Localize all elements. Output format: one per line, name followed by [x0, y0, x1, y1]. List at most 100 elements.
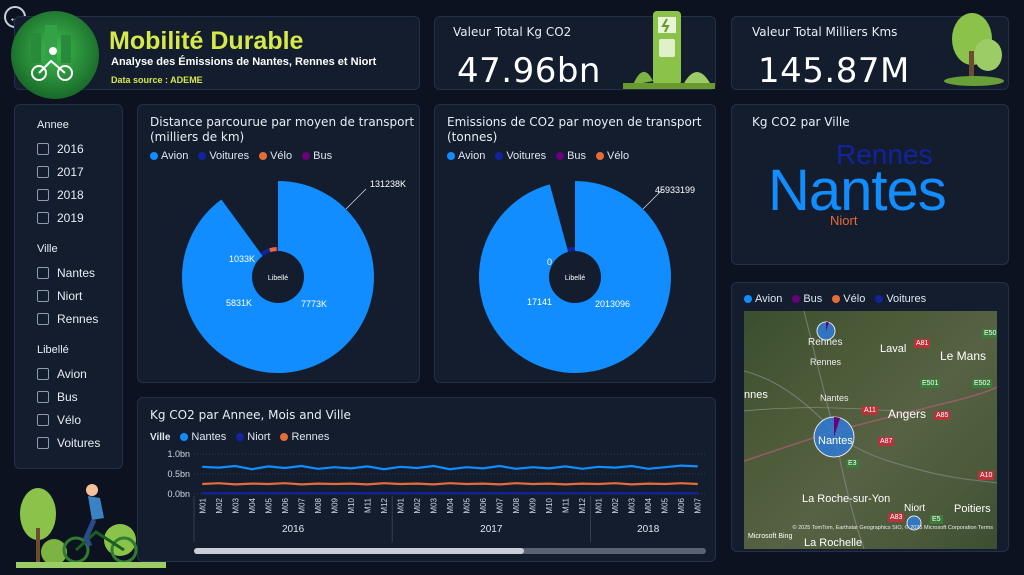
libelle-option-label: Voitures	[57, 435, 101, 450]
libelle-option-vélo[interactable]: Vélo	[37, 408, 122, 431]
legend-label: Avion	[458, 150, 486, 162]
slice-avion[interactable]	[479, 181, 671, 373]
data-label-voitures: 7773K	[301, 299, 327, 309]
ville-option-label: Nantes	[57, 265, 96, 280]
x-tick-label: M05	[463, 497, 472, 513]
annee-option-2017[interactable]: 2017	[37, 160, 122, 183]
header-panel: Mobilité Durable Analyse des Émissions d…	[11, 11, 420, 99]
road-label-e50: E50	[982, 329, 997, 338]
legend-item-voitures[interactable]: Voitures	[495, 150, 546, 162]
checkbox[interactable]	[37, 211, 49, 224]
ville-option-nantes[interactable]: Nantes	[37, 261, 122, 284]
horizontal-scrollbar[interactable]	[194, 548, 706, 554]
checkbox[interactable]	[37, 367, 49, 380]
slice-avion[interactable]	[182, 181, 374, 373]
checkbox[interactable]	[37, 266, 49, 279]
kpi-co2-card: Valeur Total Kg CO2 47.96bn	[434, 11, 716, 91]
legend-label: Avion	[161, 150, 189, 162]
legend-item-vélo[interactable]: Vélo	[596, 150, 629, 162]
x-tick-label: M08	[314, 497, 323, 513]
map-view[interactable]: Rennes Rennes Laval Le Mans Nantes Nante…	[744, 311, 997, 549]
slice-voitures[interactable]	[567, 247, 575, 252]
map-place-le-mans: Le Mans	[940, 349, 987, 363]
year-label: 2016	[282, 524, 305, 535]
map-attribution: © 2025 TomTom, Earthstar Geographics SIO…	[792, 525, 994, 531]
legend-item-avion[interactable]: Avion	[447, 150, 485, 162]
legend-item-nantes[interactable]: Nantes	[180, 431, 226, 443]
leader-line	[642, 188, 664, 210]
road-label-a11: A11	[862, 406, 878, 415]
annee-slicer-title: Annee	[37, 119, 69, 131]
legend-title: Ville	[150, 431, 171, 443]
annee-option-label: 2016	[57, 141, 84, 156]
data-label-velo: 5831K	[226, 298, 252, 308]
y-tick-label: 0.5bn	[167, 469, 190, 479]
series-line-nantes[interactable]	[202, 464, 698, 471]
annee-option-2019[interactable]: 2019	[37, 206, 122, 229]
x-tick-label: M04	[248, 497, 257, 513]
x-tick-label: M02	[413, 497, 422, 513]
ville-option-rennes[interactable]: Rennes	[37, 307, 122, 330]
scrollbar-thumb[interactable]	[194, 548, 524, 554]
slice-voitures[interactable]	[260, 248, 271, 256]
legend-item-bus[interactable]: Bus	[792, 293, 822, 305]
legend-item-rennes[interactable]: Rennes	[280, 431, 329, 443]
legend-item-bus[interactable]: Bus	[302, 150, 332, 162]
libelle-option-avion[interactable]: Avion	[37, 362, 122, 385]
x-tick-label: M07	[297, 497, 306, 513]
annee-option-2016[interactable]: 2016	[37, 137, 122, 160]
map-card: Avion Bus Vélo Voitures Rennes Rennes Laval…	[731, 282, 1009, 552]
legend-dot-icon	[259, 152, 268, 160]
x-tick-label: M05	[264, 497, 273, 513]
legend-label: Bus	[313, 150, 333, 162]
legend-label: Vélo	[843, 293, 866, 305]
leader-line	[345, 188, 367, 210]
legend-dot-icon	[596, 152, 605, 160]
legend-item-voitures[interactable]: Voitures	[875, 293, 926, 305]
libelle-option-voitures[interactable]: Voitures	[37, 431, 122, 454]
x-tick-label: M09	[330, 497, 339, 513]
libelle-option-label: Vélo	[57, 412, 82, 427]
bing-logo: Microsoft Bing	[748, 533, 793, 540]
libelle-option-bus[interactable]: Bus	[37, 385, 122, 408]
data-label-avion: 131238K	[370, 179, 406, 189]
checkbox[interactable]	[37, 413, 49, 426]
y-tick-label: 0.0bn	[167, 489, 190, 499]
slice-velo[interactable]	[269, 247, 277, 253]
x-tick-label: M01	[396, 497, 405, 513]
checkbox[interactable]	[37, 312, 49, 325]
distance-chart-title: Distance parcourue par moyen de transpor…	[150, 115, 415, 144]
x-tick-label: M01	[595, 497, 604, 513]
legend-dot-icon	[302, 152, 311, 160]
emission-chart-legend: Avion Voitures Bus Vélo	[447, 150, 629, 162]
legend-item-bus[interactable]: Bus	[556, 150, 586, 162]
x-tick-label: M12	[578, 497, 587, 513]
map-place-poitiers: Poitiers	[954, 503, 991, 515]
x-tick-label: M08	[512, 497, 521, 513]
legend-item-voitures[interactable]: Voitures	[198, 150, 249, 162]
x-tick-label: M12	[380, 497, 389, 513]
legend-item-niort[interactable]: Niort	[236, 431, 270, 443]
legend-item-avion[interactable]: Avion	[744, 293, 782, 305]
checkbox[interactable]	[37, 165, 49, 178]
page-title: Mobilité Durable	[109, 27, 304, 55]
checkbox[interactable]	[37, 436, 49, 449]
checkbox[interactable]	[37, 390, 49, 403]
checkbox[interactable]	[37, 289, 49, 302]
checkbox[interactable]	[37, 188, 49, 201]
map-place-rennes-sub: Rennes	[810, 357, 842, 367]
tree-icon	[944, 13, 1004, 86]
legend-label: Avion	[755, 293, 783, 305]
road-label-e502: E502	[972, 379, 993, 388]
annee-option-2018[interactable]: 2018	[37, 183, 122, 206]
ville-option-niort[interactable]: Niort	[37, 284, 122, 307]
checkbox[interactable]	[37, 142, 49, 155]
slice-bus[interactable]	[276, 247, 278, 252]
legend-item-avion[interactable]: Avion	[150, 150, 188, 162]
legend-label: Voitures	[506, 150, 547, 162]
legend-label: Rennes	[291, 431, 330, 443]
series-line-rennes[interactable]	[202, 482, 698, 486]
x-tick-label: M03	[628, 497, 637, 513]
legend-item-vélo[interactable]: Vélo	[259, 150, 292, 162]
legend-item-vélo[interactable]: Vélo	[832, 293, 865, 305]
